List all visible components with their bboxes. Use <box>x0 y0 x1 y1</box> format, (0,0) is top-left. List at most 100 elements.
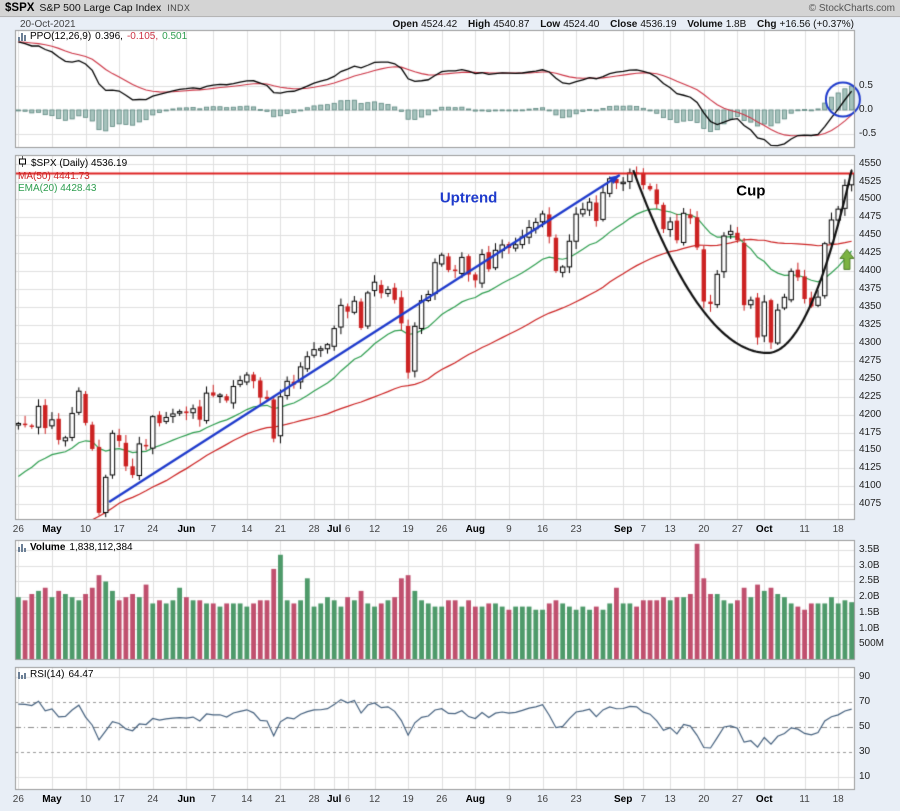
symbol: $SPX <box>5 2 35 14</box>
uptrend-annotation-label: Uptrend <box>439 189 498 207</box>
close-label: Close <box>610 19 638 30</box>
x-axis-label: 24 <box>147 524 159 535</box>
ppo-line-value: 0.396, <box>95 31 123 42</box>
x-axis-label: Oct <box>755 794 773 805</box>
x-axis-label: 6 <box>344 524 351 535</box>
ppo-axis-label: -0.5 <box>859 127 877 139</box>
x-axis-label: 14 <box>241 524 253 535</box>
price-axis-label: 4400 <box>859 265 882 277</box>
price-axis-label: 4300 <box>859 336 882 348</box>
volume-axis-label: 2.0B <box>859 591 880 603</box>
x-axis-label: 7 <box>640 524 647 535</box>
volume-panel-value: 1,838,112,384 <box>69 542 133 553</box>
x-axis-label: 21 <box>274 524 286 535</box>
x-axis-label: 18 <box>832 794 844 805</box>
price-axis-label: 4250 <box>859 372 882 384</box>
x-axis-label: 9 <box>506 794 512 805</box>
x-axis-label: 28 <box>308 524 320 535</box>
volume-value: 1.8B <box>725 19 747 30</box>
ppo-panel-icon <box>18 32 26 41</box>
close-value: 4536.19 <box>640 19 677 30</box>
ppo-axis-label: 0.5 <box>859 80 873 92</box>
price-axis-label: 4125 <box>859 462 882 474</box>
volume-panel-label: Volume <box>30 542 66 553</box>
rsi-legend: RSI(14) 64.47 <box>18 669 93 680</box>
x-axis-label: Aug <box>465 524 486 535</box>
volume-axis-label: 3.0B <box>859 559 880 571</box>
x-axis-label: 16 <box>536 524 549 535</box>
x-axis-label: Oct <box>755 524 773 535</box>
x-axis-label: 13 <box>664 794 676 805</box>
exchange-label: INDX <box>167 3 191 13</box>
open-label: Open <box>392 19 419 30</box>
x-axis-label: Jun <box>177 794 196 805</box>
x-axis-label: 10 <box>79 794 92 805</box>
ppo-axis-label: 0.0 <box>859 103 873 115</box>
change-value: +16.56 (+0.37%) <box>779 19 855 30</box>
open-value: 4524.42 <box>421 19 458 30</box>
low-value: 4524.40 <box>563 19 600 30</box>
x-axis-label: 12 <box>368 524 381 535</box>
x-axis-label: 17 <box>113 524 125 535</box>
x-axis-label: 23 <box>570 794 582 805</box>
price-axis-label: 4525 <box>859 175 882 187</box>
price-axis-label: 4175 <box>859 426 882 438</box>
x-axis-label: 14 <box>241 794 253 805</box>
price-legend: $SPX (Daily) 4536.19 MA(50) 4441.73 EMA(… <box>18 156 127 195</box>
price-axis-label: 4225 <box>859 390 882 402</box>
volume-axis-label: 1.0B <box>859 622 880 634</box>
x-axis-label: 26 <box>12 794 24 805</box>
rsi-axis-label: 30 <box>859 746 871 758</box>
cup-annotation-label: Cup <box>736 182 766 200</box>
volume-legend: Volume 1,838,112,384 <box>18 542 133 553</box>
x-axis-label: 13 <box>664 524 676 535</box>
price-axis-label: 4475 <box>859 211 882 223</box>
high-value: 4540.87 <box>493 19 530 30</box>
volume-axis-label: 1.5B <box>859 606 880 618</box>
ppo-signal-value: -0.105, <box>126 31 159 42</box>
price-axis-label: 4425 <box>859 247 882 259</box>
x-axis-label: 20 <box>698 794 710 805</box>
x-axis-label: 27 <box>731 794 743 805</box>
x-axis-label: 6 <box>344 794 351 805</box>
x-axis-label: 24 <box>147 794 159 805</box>
x-axis-label: May <box>42 524 62 535</box>
x-axis-label: 26 <box>12 524 24 535</box>
price-axis-label: 4550 <box>859 157 882 169</box>
ema20-legend-label: EMA(20) 4428.43 <box>18 183 97 194</box>
x-axis-label: Sep <box>613 794 633 805</box>
quote-line: Open 4524.42 High 4540.87 Low 4524.40 Close… <box>385 19 854 30</box>
x-axis-label: 7 <box>640 794 647 805</box>
x-axis-label: Sep <box>613 524 633 535</box>
ppo-label: PPO(12,26,9) <box>30 31 92 42</box>
ma50-legend-label: MA(50) 4441.73 <box>18 171 90 182</box>
rsi-axis-label: 10 <box>859 771 871 783</box>
change-label: Chg <box>757 19 777 30</box>
x-axis-label: 19 <box>402 524 414 535</box>
price-axis-label: 4500 <box>859 193 882 205</box>
ppo-legend: PPO(12,26,9) 0.396, -0.105, 0.501 <box>18 31 187 42</box>
price-axis-label: 4375 <box>859 283 882 295</box>
price-axis-label: 4150 <box>859 444 882 456</box>
price-axis-label: 4450 <box>859 229 882 241</box>
price-axis-label: 4275 <box>859 354 882 366</box>
x-axis-label: 12 <box>368 794 381 805</box>
x-axis-label: 20 <box>698 524 710 535</box>
x-axis-label: 11 <box>799 524 810 535</box>
price-axis-label: 4325 <box>859 318 882 330</box>
index-name: S&P 500 Large Cap Index <box>39 2 162 14</box>
ppo-histogram-value: 0.501 <box>162 31 188 42</box>
rsi-axis-label: 90 <box>859 671 871 683</box>
x-axis-label: Aug <box>465 794 486 805</box>
x-axis-label: Jul <box>326 794 342 805</box>
candlestick-icon <box>18 156 27 171</box>
volume-axis-label: 2.5B <box>859 575 880 587</box>
rsi-panel-icon <box>18 671 26 679</box>
x-axis-label: 7 <box>210 794 217 805</box>
x-axis-label: 18 <box>832 524 844 535</box>
x-axis-label: 7 <box>210 524 217 535</box>
x-axis-label: Jun <box>177 524 196 535</box>
copyright-text: © StockCharts.com <box>808 2 895 14</box>
symbol-block: $SPX S&P 500 Large Cap Index INDX <box>5 2 190 14</box>
